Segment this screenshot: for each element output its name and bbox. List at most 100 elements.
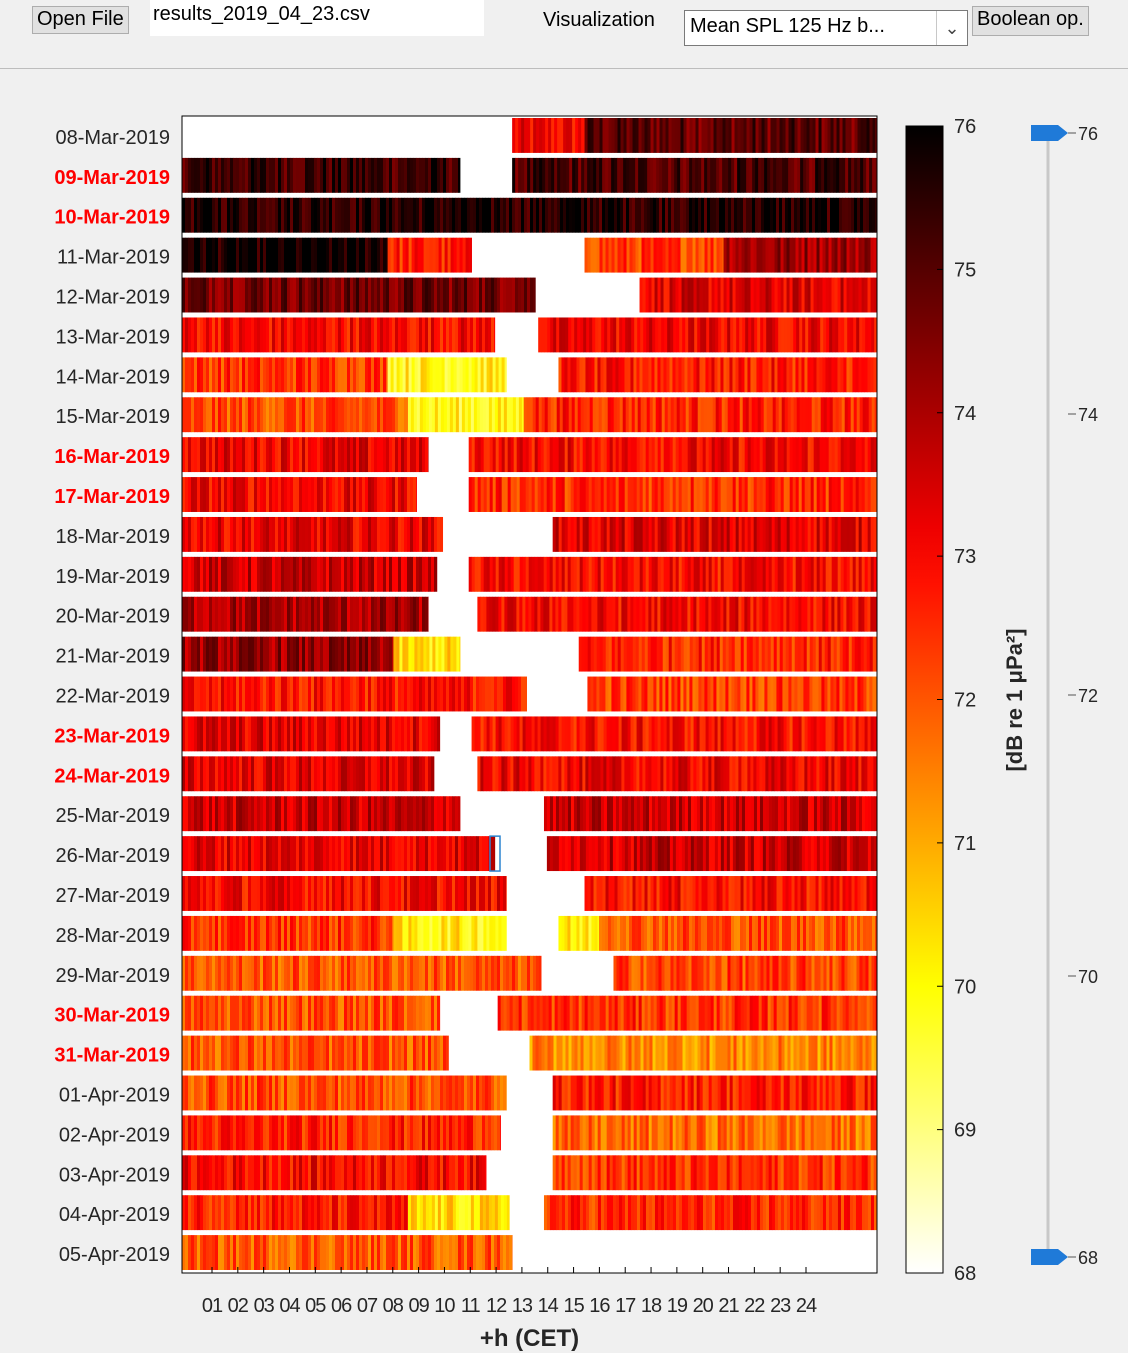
heatmap-cell[interactable] xyxy=(561,516,566,552)
heatmap-cell[interactable] xyxy=(498,556,503,592)
heatmap-cell[interactable] xyxy=(471,556,476,592)
heatmap-cell[interactable] xyxy=(602,876,606,911)
heatmap-cell[interactable] xyxy=(302,357,306,393)
heatmap-cell[interactable] xyxy=(582,477,587,512)
heatmap-cell[interactable] xyxy=(834,756,838,792)
heatmap-cell[interactable] xyxy=(251,317,255,353)
heatmap-cell[interactable] xyxy=(374,277,378,313)
heatmap-cell[interactable] xyxy=(729,437,734,473)
heatmap-cell[interactable] xyxy=(530,277,534,313)
heatmap-cell[interactable] xyxy=(825,237,829,273)
heatmap-cell[interactable] xyxy=(677,915,681,951)
heatmap-cell[interactable] xyxy=(416,995,420,1031)
heatmap-cell[interactable] xyxy=(410,596,414,632)
heatmap-cell[interactable] xyxy=(698,118,702,153)
heatmap-cell[interactable] xyxy=(347,915,351,951)
heatmap-cell[interactable] xyxy=(601,1035,605,1071)
heatmap-cell[interactable] xyxy=(857,876,861,911)
heatmap-cell[interactable] xyxy=(437,397,442,433)
heatmap-cell[interactable] xyxy=(389,716,393,752)
heatmap-cell[interactable] xyxy=(858,716,862,752)
heatmap-cell[interactable] xyxy=(266,277,270,313)
heatmap-cell[interactable] xyxy=(437,516,441,552)
heatmap-cell[interactable] xyxy=(748,317,752,353)
heatmap-cell[interactable] xyxy=(582,437,587,473)
heatmap-cell[interactable] xyxy=(803,197,807,233)
heatmap-cell[interactable] xyxy=(254,477,258,512)
heatmap-cell[interactable] xyxy=(684,357,688,393)
heatmap-cell[interactable] xyxy=(353,397,357,433)
heatmap-cell[interactable] xyxy=(826,955,830,991)
heatmap-cell[interactable] xyxy=(242,197,246,233)
heatmap-cell[interactable] xyxy=(486,357,490,393)
heatmap-cell[interactable] xyxy=(332,995,336,1031)
heatmap-cell[interactable] xyxy=(332,915,336,951)
heatmap-cell[interactable] xyxy=(732,357,736,393)
heatmap-cell[interactable] xyxy=(305,556,309,592)
heatmap-cell[interactable] xyxy=(662,915,666,951)
heatmap-cell[interactable] xyxy=(473,955,477,991)
heatmap-cell[interactable] xyxy=(323,1035,327,1071)
heatmap-cell[interactable] xyxy=(389,756,393,792)
heatmap-cell[interactable] xyxy=(653,636,658,672)
heatmap-cell[interactable] xyxy=(419,397,424,433)
heatmap-cell[interactable] xyxy=(573,915,577,951)
heatmap-cell[interactable] xyxy=(260,955,264,991)
heatmap-cell[interactable] xyxy=(629,995,634,1031)
heatmap-cell[interactable] xyxy=(679,397,684,433)
heatmap-cell[interactable] xyxy=(395,197,399,233)
heatmap-cell[interactable] xyxy=(269,796,273,832)
heatmap-cell[interactable] xyxy=(395,876,399,911)
heatmap-cell[interactable] xyxy=(429,915,433,951)
heatmap-cell[interactable] xyxy=(758,118,762,153)
heatmap-cell[interactable] xyxy=(455,876,459,911)
heatmap-cell[interactable] xyxy=(470,955,474,991)
heatmap-cell[interactable] xyxy=(686,197,690,233)
heatmap-cell[interactable] xyxy=(648,477,653,512)
heatmap-cell[interactable] xyxy=(326,836,330,872)
heatmap-cell[interactable] xyxy=(774,596,778,632)
heatmap-cell[interactable] xyxy=(368,317,372,353)
heatmap-cell[interactable] xyxy=(731,876,735,911)
heatmap-cell[interactable] xyxy=(831,836,836,872)
heatmap-cell[interactable] xyxy=(263,197,267,233)
heatmap-cell[interactable] xyxy=(194,556,198,592)
heatmap-cell[interactable] xyxy=(615,357,619,393)
heatmap-cell[interactable] xyxy=(795,796,800,832)
heatmap-cell[interactable] xyxy=(809,876,813,911)
heatmap-cell[interactable] xyxy=(786,357,790,393)
heatmap-cell[interactable] xyxy=(746,636,751,672)
heatmap-cell[interactable] xyxy=(804,277,808,313)
heatmap-cell[interactable] xyxy=(594,756,598,792)
heatmap-cell[interactable] xyxy=(429,357,433,393)
heatmap-cell[interactable] xyxy=(293,716,297,752)
heatmap-cell[interactable] xyxy=(236,716,240,752)
heatmap-cell[interactable] xyxy=(353,1035,357,1071)
heatmap-cell[interactable] xyxy=(653,157,657,193)
heatmap-cell[interactable] xyxy=(567,477,572,512)
heatmap-cell[interactable] xyxy=(194,157,198,193)
heatmap-cell[interactable] xyxy=(404,157,408,193)
heatmap-cell[interactable] xyxy=(203,157,207,193)
heatmap-cell[interactable] xyxy=(699,556,704,592)
heatmap-cell[interactable] xyxy=(479,397,484,433)
heatmap-cell[interactable] xyxy=(728,636,733,672)
heatmap-cell[interactable] xyxy=(191,197,195,233)
heatmap-cell[interactable] xyxy=(779,157,783,193)
heatmap-cell[interactable] xyxy=(660,836,665,872)
heatmap-cell[interactable] xyxy=(329,237,333,273)
heatmap-cell[interactable] xyxy=(456,636,460,672)
heatmap-cell[interactable] xyxy=(836,118,840,153)
heatmap-cell[interactable] xyxy=(681,516,686,552)
heatmap-cell[interactable] xyxy=(561,477,566,512)
heatmap-cell[interactable] xyxy=(314,676,318,712)
heatmap-cell[interactable] xyxy=(793,317,797,353)
heatmap-cell[interactable] xyxy=(296,197,300,233)
heatmap-cell[interactable] xyxy=(678,756,682,792)
heatmap-cell[interactable] xyxy=(320,197,324,233)
heatmap-cell[interactable] xyxy=(673,317,677,353)
heatmap-cell[interactable] xyxy=(296,716,300,752)
heatmap-cell[interactable] xyxy=(674,636,679,672)
heatmap-cell[interactable] xyxy=(742,955,746,991)
heatmap-cell[interactable] xyxy=(362,237,366,273)
